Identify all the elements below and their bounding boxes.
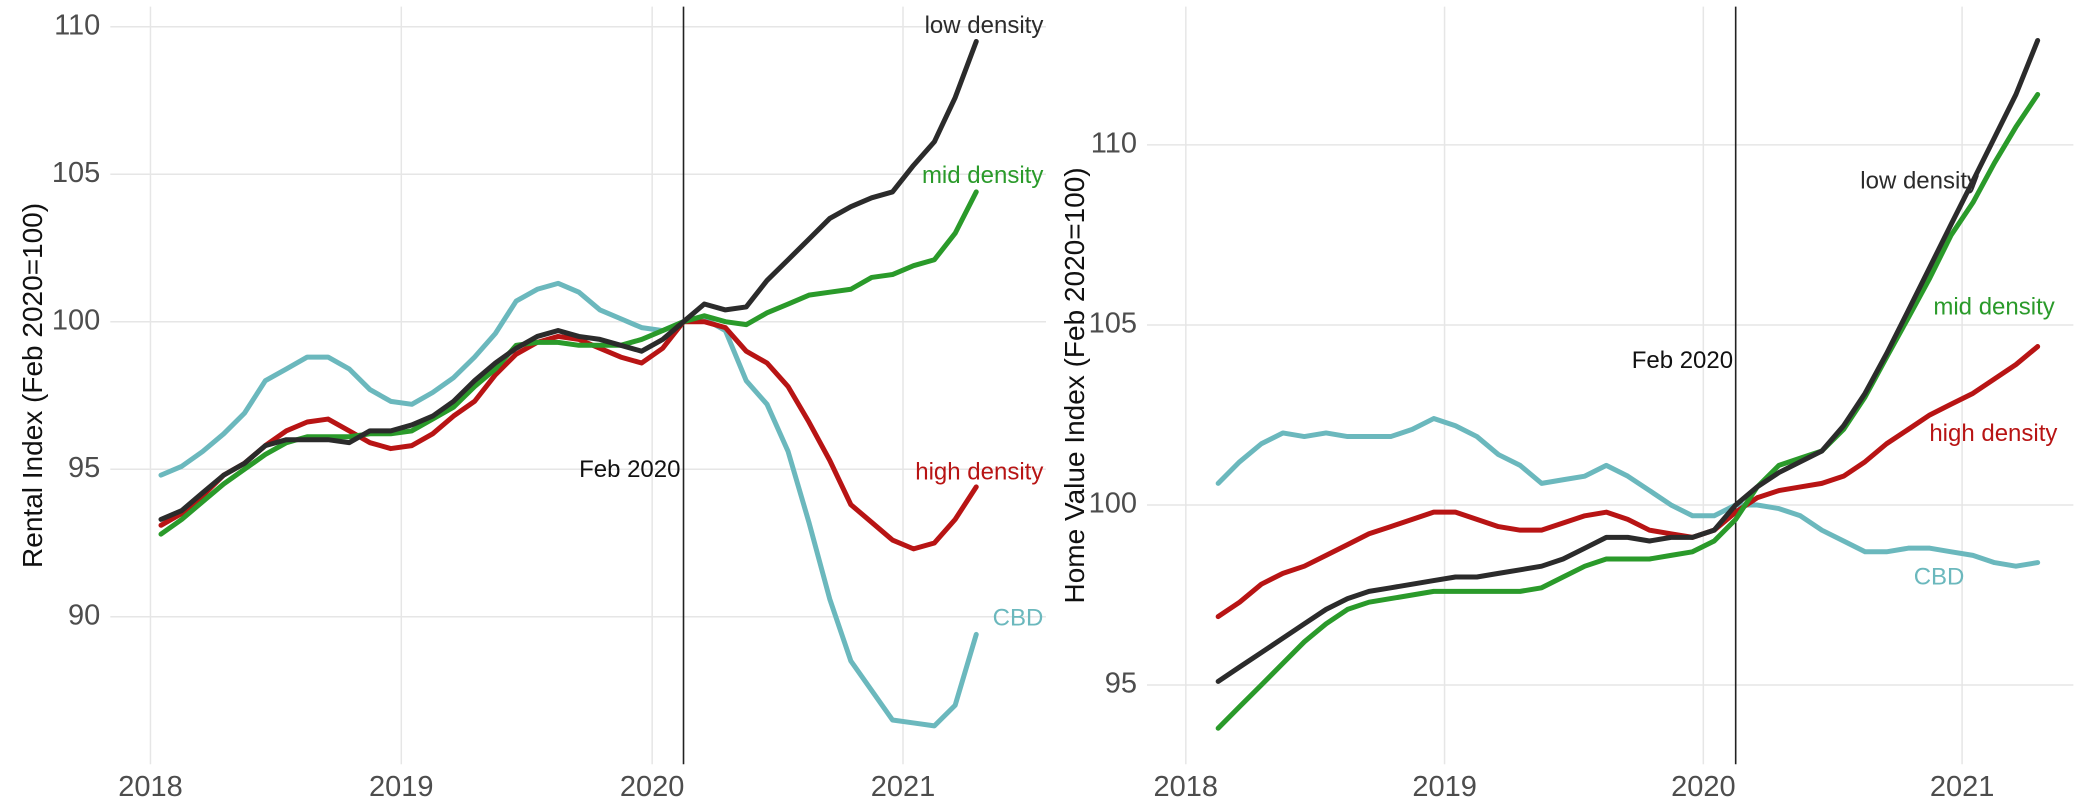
- series-line: [158, 189, 979, 537]
- y-tick-label: 100: [52, 304, 100, 336]
- reference-label: Feb 2020: [579, 456, 680, 483]
- y-tick-label: 105: [1089, 308, 1137, 340]
- x-tick-label: 2019: [369, 771, 434, 797]
- series-line: [1215, 416, 2041, 569]
- x-tick-label: 2018: [118, 771, 183, 797]
- y-axis-label: Home Value Index (Feb 2020=100): [1059, 167, 1090, 603]
- x-tick-label: 2020: [1671, 771, 1736, 797]
- x-tick-label: 2021: [1930, 771, 1995, 797]
- series-line: [158, 38, 979, 522]
- x-tick-label: 2021: [871, 771, 936, 797]
- x-tick-label: 2018: [1154, 771, 1219, 797]
- x-tick-label: 2020: [620, 771, 685, 797]
- series-line: [1215, 344, 2041, 620]
- series-label: mid density: [1933, 294, 2054, 321]
- series-label: high density: [1929, 420, 2057, 447]
- panel: 95 100 105 110 2018 2019 2020 2021 Home Value In…: [1059, 6, 2074, 797]
- panel: 90 95 100 105 110 2018 2019 2020 2021 Rental Inde…: [17, 6, 1046, 797]
- series-line: [1215, 92, 2041, 731]
- series-label: low density: [925, 12, 1044, 39]
- x-tick-label: 2019: [1412, 771, 1477, 797]
- series-line: [158, 280, 979, 729]
- y-tick-label: 90: [68, 599, 100, 631]
- y-axis-label: Rental Index (Feb 2020=100): [17, 203, 48, 568]
- y-tick-label: 110: [54, 9, 100, 41]
- series-line: [158, 319, 979, 552]
- y-tick-label: 110: [1091, 128, 1137, 160]
- series-label: high density: [915, 458, 1043, 485]
- y-tick-label: 95: [68, 452, 100, 484]
- series-label: low density: [1860, 167, 1979, 194]
- y-tick-label: 105: [52, 157, 100, 189]
- y-tick-label: 95: [1105, 668, 1137, 700]
- reference-label: Feb 2020: [1632, 347, 1733, 374]
- series-line: [1215, 37, 2041, 684]
- series-label: CBD: [993, 605, 1044, 632]
- series-label: mid density: [922, 162, 1043, 189]
- y-tick-label: 100: [1089, 488, 1137, 520]
- series-label: CBD: [1914, 563, 1965, 590]
